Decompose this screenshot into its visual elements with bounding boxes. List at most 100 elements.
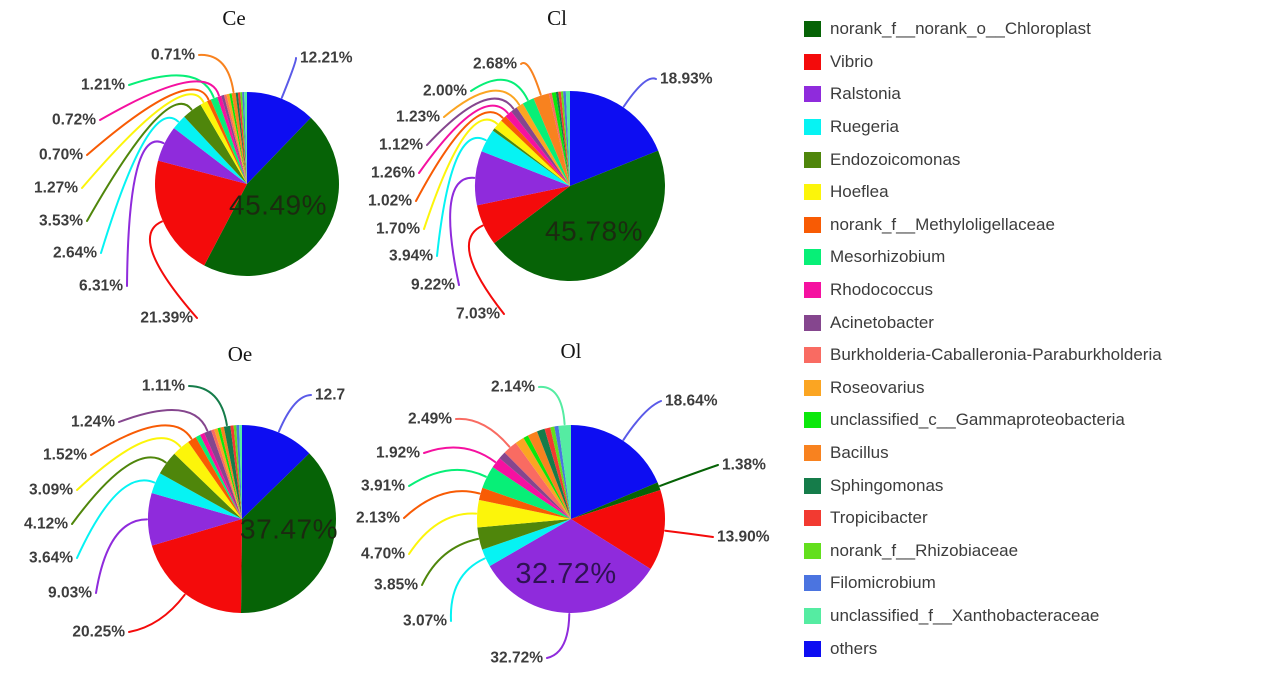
pie-slice-Mesorhizobium bbox=[195, 434, 242, 519]
leader-line bbox=[659, 464, 719, 487]
pie-slice-Endozoicomonas bbox=[184, 104, 247, 184]
pie-slice-Vibrio bbox=[155, 160, 247, 266]
pie-slice-Filomicrobium bbox=[242, 92, 247, 184]
callout-label: 18.64% bbox=[665, 393, 718, 410]
legend-item: Sphingomonas bbox=[804, 469, 1162, 502]
pie-slice-Mesorhizobium bbox=[482, 467, 571, 519]
legend-swatch-icon bbox=[804, 86, 821, 103]
pie-slice-unclassified_f__Xanthobacteraceae bbox=[239, 425, 242, 519]
legend-item: unclassified_f__Xanthobacteraceae bbox=[804, 600, 1162, 633]
legend-item: Acinetobacter bbox=[804, 306, 1162, 339]
pie-slice-unclassified_c__Gammaproteobacteria bbox=[229, 93, 247, 184]
pie-slice-Ruegeria bbox=[482, 519, 571, 567]
pie-slice-norank_f__Rhizobiaceae bbox=[240, 92, 247, 184]
pie-slice-Acinetobacter bbox=[204, 430, 242, 519]
legend-item: norank_f__Methyloligellaceae bbox=[804, 209, 1162, 242]
pie-slice-Acinetobacter bbox=[221, 94, 247, 184]
callout-label: 1.21% bbox=[81, 77, 125, 94]
pie-slice-Rhodococcus bbox=[505, 111, 570, 186]
pie-slice-Burkholderia-Caballeronia-Paraburkholderia bbox=[211, 429, 242, 519]
pie-slice-Rhodococcus bbox=[199, 432, 242, 519]
legend-swatch-icon bbox=[804, 542, 821, 559]
leader-line bbox=[118, 409, 209, 432]
pie-slice-unclassified_f__Xanthobacteraceae bbox=[565, 90, 570, 186]
callout-label: 32.72% bbox=[490, 650, 543, 667]
legend-item: Vibrio bbox=[804, 46, 1162, 79]
leader-line bbox=[99, 80, 220, 121]
pie-title: Ol bbox=[561, 339, 582, 363]
pie-slice-unclassified_c__Gammaproteobacteria bbox=[551, 92, 570, 186]
leader-line bbox=[423, 118, 498, 230]
leader-line bbox=[622, 77, 657, 108]
callout-label: 1.52% bbox=[43, 447, 87, 464]
legend-label: Roseovarius bbox=[830, 377, 925, 397]
pie-slice-Filomicrobium bbox=[554, 425, 571, 519]
leader-line bbox=[418, 104, 509, 174]
leader-line bbox=[455, 417, 511, 448]
legend-item: Ralstonia bbox=[804, 78, 1162, 111]
legend-label: Ralstonia bbox=[830, 84, 901, 104]
callout-label: 12.21% bbox=[300, 50, 353, 67]
leader-line bbox=[467, 224, 505, 315]
pie-slice-unclassified_f__Xanthobacteraceae bbox=[558, 425, 571, 519]
pie-title: Ce bbox=[222, 6, 245, 30]
legend-item: Mesorhizobium bbox=[804, 241, 1162, 274]
callout-label: 2.00% bbox=[423, 83, 467, 100]
pie-slice-Ruegeria bbox=[481, 130, 570, 186]
callout-label: 7.03% bbox=[456, 306, 500, 323]
leader-line bbox=[449, 557, 486, 622]
pie-center-label: 45.49% bbox=[229, 190, 327, 221]
callout-label: 1.11% bbox=[142, 378, 185, 395]
legend-label: Vibrio bbox=[830, 51, 874, 71]
leader-line bbox=[126, 140, 165, 287]
callout-label: 0.72% bbox=[52, 112, 96, 129]
leader-line bbox=[86, 88, 210, 156]
leader-line bbox=[436, 137, 487, 257]
leader-line bbox=[443, 89, 521, 118]
pie-slice-Ralstonia bbox=[489, 519, 651, 614]
legend-swatch-icon bbox=[804, 184, 821, 201]
legend-label: Tropicibacter bbox=[830, 508, 928, 528]
legend-swatch-icon bbox=[804, 607, 821, 624]
callout-label: 1.02% bbox=[368, 193, 412, 210]
pie-slice-unclassified_f__Xanthobacteraceae bbox=[244, 92, 247, 184]
legend-swatch-icon bbox=[804, 216, 821, 233]
legend-item: unclassified_c__Gammaproteobacteria bbox=[804, 404, 1162, 437]
legend-swatch-icon bbox=[804, 510, 821, 527]
callout-label: 18.93% bbox=[660, 71, 713, 88]
legend-label: Acinetobacter bbox=[830, 312, 934, 332]
leader-line bbox=[81, 93, 205, 189]
leader-line bbox=[71, 456, 167, 525]
leader-line bbox=[664, 529, 714, 538]
legend-item: Ruegeria bbox=[804, 111, 1162, 144]
pie-slice-norank_f__Methyloligellaceae bbox=[188, 437, 242, 519]
pie-slice-Roseovarius bbox=[214, 428, 242, 519]
callout-label: 2.68% bbox=[473, 56, 517, 73]
legend-swatch-icon bbox=[804, 314, 821, 331]
leader-line bbox=[408, 512, 478, 555]
legend-label: Ruegeria bbox=[830, 117, 899, 137]
legend-label: Hoeflea bbox=[830, 182, 889, 202]
pie-title: Oe bbox=[228, 342, 253, 366]
leader-line bbox=[622, 400, 662, 441]
legend-swatch-icon bbox=[804, 347, 821, 364]
legend-item: norank_f__norank_o__Chloroplast bbox=[804, 13, 1162, 46]
pie-slice-Hoeflea bbox=[494, 120, 570, 186]
pie-slice-others bbox=[570, 91, 659, 186]
legend-item: Bacillus bbox=[804, 437, 1162, 470]
legend-swatch-icon bbox=[804, 282, 821, 299]
pie-slice-norank_f__norank_o__Chloroplast bbox=[571, 482, 661, 519]
pie-slice-norank_f__Rhizobiaceae bbox=[233, 425, 242, 519]
pie-slice-Vibrio bbox=[476, 186, 570, 244]
leader-line bbox=[426, 97, 515, 146]
pie-slice-Burkholderia-Caballeronia-Paraburkholderia bbox=[548, 92, 570, 186]
callout-label: 3.07% bbox=[403, 613, 447, 630]
leader-line bbox=[128, 74, 215, 99]
pie-slice-Endozoicomonas bbox=[477, 519, 571, 550]
leader-line bbox=[76, 479, 156, 559]
pie-slice-norank_f__Methyloligellaceae bbox=[206, 99, 247, 184]
pie-slice-Endozoicomonas bbox=[159, 453, 242, 519]
callout-label: 3.91% bbox=[361, 478, 405, 495]
pie-slice-Acinetobacter bbox=[499, 452, 571, 519]
